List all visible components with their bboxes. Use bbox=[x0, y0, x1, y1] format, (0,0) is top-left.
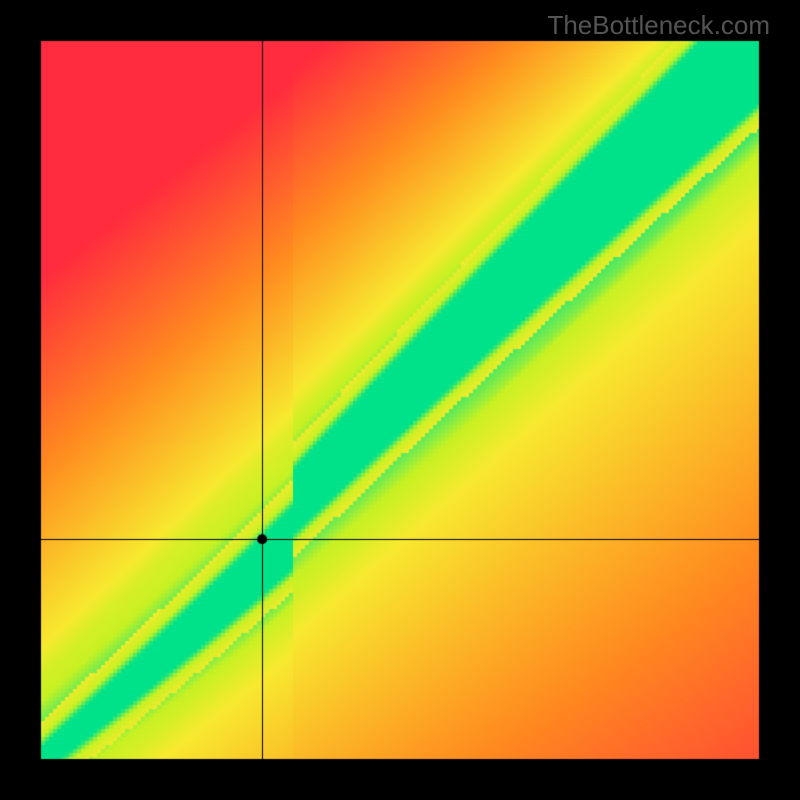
bottleneck-heatmap bbox=[0, 0, 800, 800]
watermark-text: TheBottleneck.com bbox=[547, 10, 770, 41]
chart-container: { "canvas": { "width": 800, "height": 80… bbox=[0, 0, 800, 800]
